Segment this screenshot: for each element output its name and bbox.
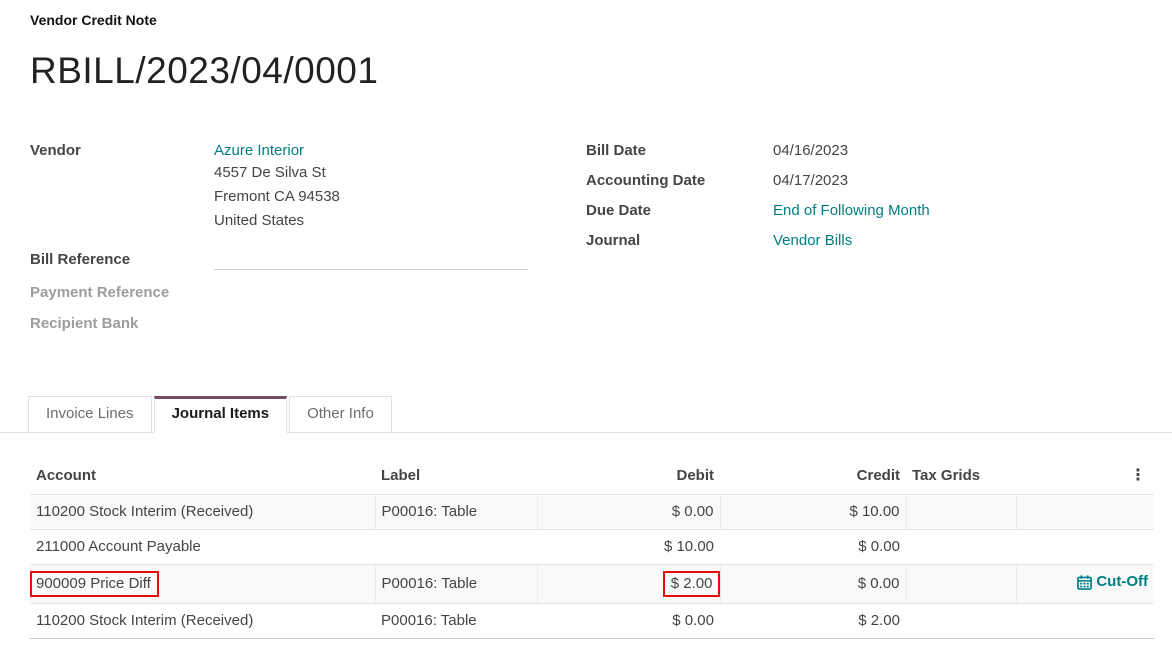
col-header-account[interactable]: Account [30,463,375,495]
col-header-tax-grids[interactable]: Tax Grids [906,463,1016,495]
accounting-date-field: Accounting Date 04/17/2023 [586,170,1148,191]
notebook-tabs: Invoice Lines Journal Items Other Info [0,396,1172,433]
cell-widget[interactable] [1015,494,1154,530]
vendor-value: Azure Interior 4557 De Silva St Fremont … [214,140,340,233]
vendor-address-line: 4557 De Silva St [214,164,326,181]
cell-account[interactable]: 110200 Stock Interim (Received) [30,494,375,530]
cell-label[interactable]: P00016: Table [374,494,537,530]
journal-items-table-wrap: Account Label Debit Credit Tax Grids ⋮ 1… [30,463,1154,645]
account-text: 900009 Price Diff [36,574,151,592]
cell-credit[interactable]: $ 10.00 [719,494,906,530]
cell-credit[interactable]: $ 2.00 [720,603,906,639]
table-row[interactable]: 211000 Account Payable $ 10.00 $ 0.00 [30,529,1154,565]
tab-other-info[interactable]: Other Info [289,396,392,433]
cell-debit[interactable]: $ 2.00 [536,564,720,604]
cell-tax-grids[interactable] [905,494,1016,530]
payment-reference-field: Payment Reference [30,282,586,304]
col-header-debit[interactable]: Debit [537,463,720,495]
field-groups: Vendor Azure Interior 4557 De Silva St F… [30,140,1148,344]
table-row[interactable]: 110200 Stock Interim (Received) P00016: … [30,603,1154,639]
table-row[interactable]: 110200 Stock Interim (Received) P00016: … [30,494,1154,530]
cell-tax-grids[interactable] [906,603,1016,639]
debit-text: $ 2.00 [670,574,713,592]
cell-account[interactable]: 211000 Account Payable [30,529,375,565]
cell-tax-grids[interactable] [906,529,1016,565]
recipient-bank-field: Recipient Bank [30,313,586,335]
vendor-address-line: Fremont CA 94538 [214,188,340,205]
cell-widget[interactable] [1016,603,1154,639]
annotation-box: 900009 Price Diff [30,570,159,597]
cell-widget[interactable] [1016,529,1154,565]
journal-label: Journal [586,232,641,249]
bill-reference-field: Bill Reference [30,246,586,270]
journal-items-table: Account Label Debit Credit Tax Grids ⋮ 1… [30,463,1154,645]
vendor-address-line: United States [214,212,305,229]
payment-reference-label: Payment Reference [30,284,170,301]
right-field-group: Bill Date 04/16/2023 Accounting Date 04/… [586,140,1148,344]
vendor-field: Vendor Azure Interior 4557 De Silva St F… [30,140,586,233]
total-credit: 12.00 [720,638,906,645]
tab-journal-items[interactable]: Journal Items [153,396,288,433]
due-date-link[interactable]: End of Following Month [773,202,930,219]
cell-label[interactable]: P00016: Table [374,564,537,604]
cell-label[interactable]: P00016: Table [375,603,537,639]
table-header-row: Account Label Debit Credit Tax Grids ⋮ [30,463,1154,495]
due-date-field: Due Date End of Following Month [586,200,1148,221]
calendar-icon [1077,574,1093,590]
bill-date-value[interactable]: 04/16/2023 [773,142,849,159]
cell-tax-grids[interactable] [905,564,1016,604]
accounting-date-label: Accounting Date [586,172,706,189]
vendor-label: Vendor [30,142,81,159]
cell-label[interactable] [375,529,537,565]
totals-row: 12.00 12.00 [30,638,1154,645]
document-number: RBILL/2023/04/0001 [30,50,379,91]
accounting-date-value[interactable]: 04/17/2023 [773,172,849,189]
col-header-credit[interactable]: Credit [720,463,906,495]
cell-widget[interactable]: Cut-Off [1015,564,1154,604]
optional-columns-icon[interactable]: ⋮ [1130,466,1146,484]
bill-reference-input[interactable] [214,246,528,270]
col-header-label[interactable]: Label [375,463,537,495]
bill-date-field: Bill Date 04/16/2023 [586,140,1148,161]
due-date-label: Due Date [586,202,652,219]
vendor-link[interactable]: Azure Interior [214,142,305,159]
doc-type-label: Vendor Credit Note [30,12,157,28]
annotation-box: $ 2.00 [662,570,720,597]
total-debit: 12.00 [537,638,720,645]
cell-credit[interactable]: $ 0.00 [720,529,906,565]
journal-link[interactable]: Vendor Bills [773,232,853,249]
bill-reference-label: Bill Reference [30,251,131,268]
cell-credit[interactable]: $ 0.00 [719,564,906,604]
table-row[interactable]: 900009 Price Diff P00016: Table $ 2.00 $… [30,564,1154,604]
journal-field: Journal Vendor Bills [586,230,1148,251]
bill-date-label: Bill Date [586,142,647,159]
recipient-bank-label: Recipient Bank [30,315,139,332]
tab-invoice-lines[interactable]: Invoice Lines [28,396,152,433]
left-field-group: Vendor Azure Interior 4557 De Silva St F… [30,140,586,344]
cut-off-button[interactable]: Cut-Off [1077,572,1148,592]
cell-account[interactable]: 900009 Price Diff [30,564,375,604]
cell-debit[interactable]: $ 10.00 [537,529,720,565]
cell-account[interactable]: 110200 Stock Interim (Received) [30,603,375,639]
cell-debit[interactable]: $ 0.00 [536,494,720,530]
cell-debit[interactable]: $ 0.00 [537,603,720,639]
cut-off-label: Cut-Off [1096,573,1148,590]
